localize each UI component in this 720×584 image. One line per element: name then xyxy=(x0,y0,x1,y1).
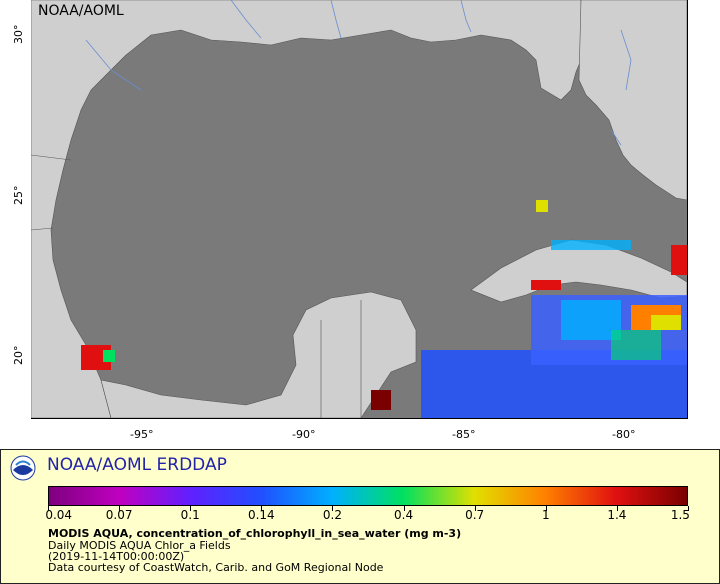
colorbar-label: 0.07 xyxy=(105,508,133,522)
map-area[interactable] xyxy=(31,0,688,419)
y-tick-label: 25° xyxy=(12,185,25,206)
dataset-name: Daily MODIS AQUA Chlor_a Fields xyxy=(48,539,231,552)
y-tick-label: 30° xyxy=(12,24,25,45)
colorbar-tick xyxy=(48,506,49,511)
colorbar-label: 0.2 xyxy=(322,508,342,522)
legend-panel xyxy=(0,449,720,584)
colorbar-label: 1.5 xyxy=(670,508,690,522)
chlorophyll-data xyxy=(81,200,687,418)
map-watermark: NOAA/AOML xyxy=(38,3,124,19)
colorbar-tick xyxy=(261,506,263,511)
land-yucatan xyxy=(100,291,417,418)
colorbar-label: 0.4 xyxy=(394,508,414,522)
colorbar-tick xyxy=(688,506,689,511)
colorbar-label: 0.1 xyxy=(180,508,200,522)
colorbar xyxy=(48,486,688,506)
colorbar-tick xyxy=(119,506,121,511)
colorbar-tick xyxy=(616,506,618,511)
colorbar-tick xyxy=(332,506,334,511)
brand-title: NOAA/AOML ERDDAP xyxy=(47,455,227,475)
gulf-of-mexico-map xyxy=(31,0,687,418)
variable-title: MODIS AQUA, concentration_of_chlorophyll… xyxy=(48,527,462,540)
data-credit: Data courtesy of CoastWatch, Carib. and … xyxy=(48,561,384,574)
x-tick-label: -90° xyxy=(292,428,316,441)
x-tick-label: -95° xyxy=(130,428,154,441)
colorbar-label: 0.04 xyxy=(45,508,73,522)
colorbar-label: 0.7 xyxy=(465,508,485,522)
land-florida xyxy=(578,0,687,201)
colorbar-tick xyxy=(403,506,405,511)
colorbar-label: 0.14 xyxy=(247,508,275,522)
y-tick-label: 20° xyxy=(12,345,25,366)
time-stamp: (2019-11-14T00:00:00Z) xyxy=(48,550,185,563)
colorbar-tick xyxy=(545,506,547,511)
rivers xyxy=(85,0,632,146)
noaa-logo-icon xyxy=(10,455,36,481)
colorbar-label: 1.4 xyxy=(607,508,627,522)
colorbar-tick xyxy=(190,506,192,511)
colorbar-tick xyxy=(474,506,476,511)
x-tick-label: -80° xyxy=(612,428,636,441)
colorbar-label: 1 xyxy=(541,508,550,522)
land-us-gulf-coast xyxy=(31,0,582,418)
borders xyxy=(31,154,362,418)
x-tick-label: -85° xyxy=(452,428,476,441)
